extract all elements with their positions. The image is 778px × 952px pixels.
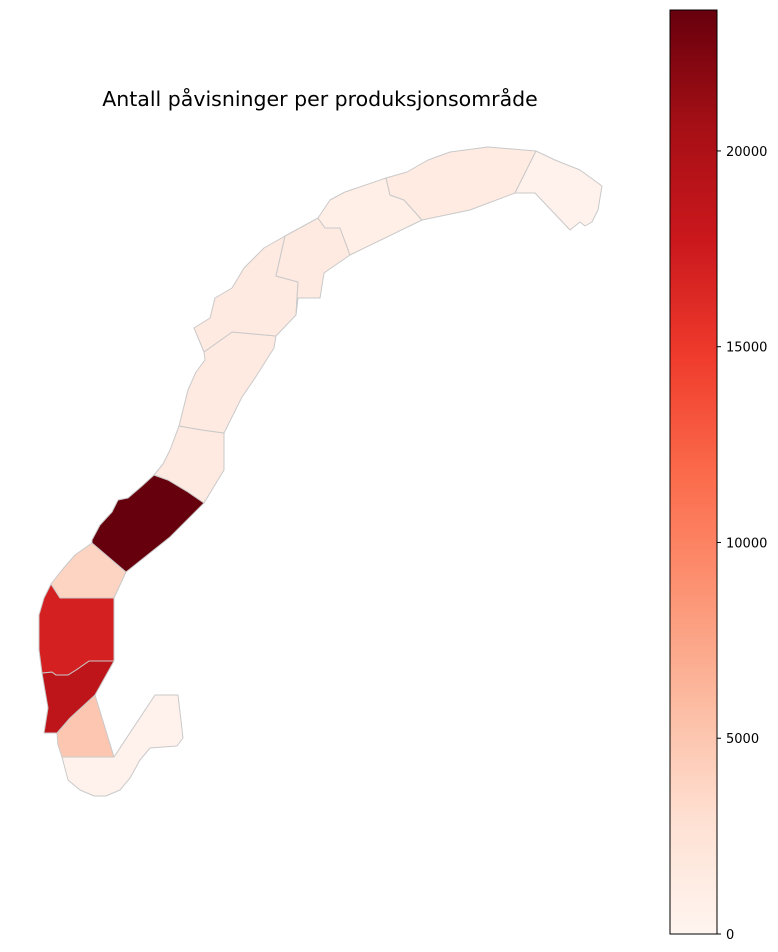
colorbar-tick-label: 20000 — [726, 145, 767, 160]
colorbar-tick-label: 10000 — [726, 536, 767, 551]
colorbar-bar — [669, 9, 718, 935]
colorbar-ticks: 0 5000 10000 15000 20000 — [717, 145, 767, 943]
region-4[interactable] — [38, 583, 115, 676]
region-1[interactable] — [61, 694, 184, 797]
colorbar: 0 5000 10000 15000 20000 — [669, 9, 767, 943]
region-13[interactable] — [514, 150, 603, 231]
region-9[interactable] — [193, 235, 299, 353]
colorbar-tick-label: 5000 — [726, 732, 759, 747]
map-title: Antall påvisninger per produksjonsområde — [102, 87, 538, 111]
region-8[interactable] — [178, 331, 277, 434]
colorbar-tick-label: 15000 — [726, 341, 767, 356]
map-regions — [38, 146, 603, 797]
colorbar-tick-label: 0 — [726, 928, 734, 943]
